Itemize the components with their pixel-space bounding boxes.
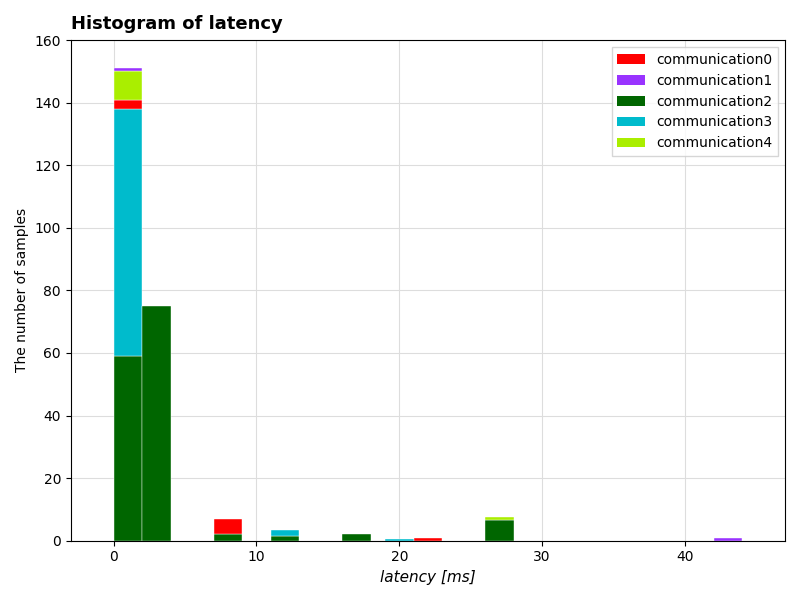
Bar (270, 530, 299, 536)
Bar (485, 517, 514, 520)
Bar (114, 109, 142, 356)
Legend: communication0, communication1, communication2, communication3, communication4: communication0, communication1, communic… (612, 47, 778, 156)
Bar (414, 538, 442, 541)
Bar (114, 100, 142, 109)
Bar (114, 356, 142, 541)
Bar (342, 535, 370, 541)
Text: Histogram of latency: Histogram of latency (70, 15, 282, 33)
Y-axis label: The number of samples: The number of samples (15, 208, 29, 373)
Bar (214, 519, 242, 535)
Bar (485, 520, 514, 541)
Bar (214, 535, 242, 541)
Bar (114, 68, 142, 71)
Bar (114, 71, 142, 100)
Bar (142, 306, 170, 541)
X-axis label: latency [ms]: latency [ms] (380, 570, 476, 585)
Bar (714, 538, 742, 541)
Bar (385, 539, 414, 541)
Bar (270, 536, 299, 541)
